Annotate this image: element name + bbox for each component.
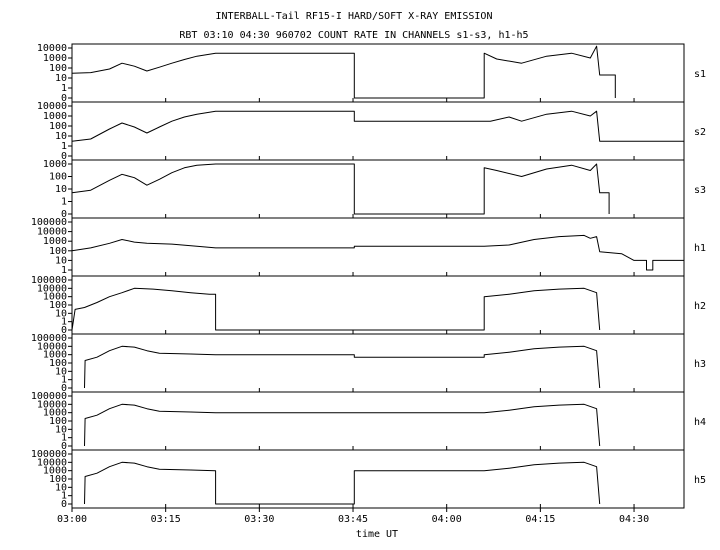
panel-frame: [71, 449, 685, 509]
series-s1: [71, 45, 616, 99]
y-tick-label-h1: 100000: [31, 217, 67, 228]
series-h3: [84, 345, 601, 389]
y-tick-label-h5: 1000: [43, 466, 67, 477]
y-tick-label-h2: 10000: [37, 283, 67, 294]
y-tick-label-s2: 10000: [37, 101, 67, 112]
y-tick-label-h3: 10000: [37, 341, 67, 352]
y-tick-label-h4: 10000: [37, 399, 67, 410]
y-tick-label-s2: 1: [61, 141, 67, 152]
x-tick-label: 04:15: [525, 514, 555, 525]
y-tick-label-h2: 1: [61, 317, 67, 328]
y-tick-label-s1: 10: [55, 73, 67, 84]
panel-frame: [71, 101, 685, 161]
y-tick-label-s1: 10000: [37, 43, 67, 54]
x-tick-label: 04:00: [432, 514, 462, 525]
y-tick-label-h3: 100000: [31, 333, 67, 344]
y-tick-label-s2: 1000: [43, 111, 67, 122]
x-tick-label: 03:00: [57, 514, 87, 525]
y-tick-label-h1: 10: [55, 255, 67, 266]
series-h1: [71, 234, 684, 271]
y-tick-label-h1: 100: [49, 246, 67, 257]
y-tick-label-h5: 100000: [31, 449, 67, 460]
y-tick-label-h3: 0: [61, 383, 67, 394]
chart-title: INTERBALL-Tail RF15-I HARD/SOFT X-RAY EM…: [216, 11, 493, 22]
panel-stack: 1000010001001010s11000010001001010s21000…: [31, 43, 706, 510]
channel-label-s2: s2: [694, 127, 706, 138]
y-tick-label-h5: 10000: [37, 457, 67, 468]
panel-frame: [71, 275, 685, 335]
y-tick-label-s3: 1000: [43, 159, 67, 170]
y-tick-label-s3: 0: [61, 209, 67, 220]
y-tick-label-h4: 10: [55, 424, 67, 435]
x-tick-label: 03:45: [338, 514, 368, 525]
y-tick-label-h2: 100000: [31, 275, 67, 286]
y-tick-label-s1: 1000: [43, 53, 67, 64]
y-tick-label-h3: 100: [49, 358, 67, 369]
panel-frame: [71, 333, 685, 393]
series-h5: [84, 461, 601, 505]
panel-frame: [71, 391, 685, 451]
y-tick-label-h5: 100: [49, 474, 67, 485]
channel-label-s1: s1: [694, 69, 706, 80]
y-tick-label-s1: 0: [61, 93, 67, 104]
y-tick-label-s2: 100: [49, 121, 67, 132]
y-tick-label-h2: 1000: [43, 292, 67, 303]
x-tick-label: 03:15: [151, 514, 181, 525]
panel-frame: [71, 217, 685, 277]
y-tick-label-h2: 100: [49, 300, 67, 311]
series-s3: [71, 163, 610, 215]
x-tick-label: 03:30: [244, 514, 274, 525]
y-tick-label-h1: 1000: [43, 236, 67, 247]
y-tick-label-s3: 100: [49, 172, 67, 183]
y-tick-label-h2: 10: [55, 308, 67, 319]
series-s2: [71, 110, 684, 142]
channel-label-h1: h1: [694, 243, 706, 254]
y-tick-label-h4: 100000: [31, 391, 67, 402]
x-tick-label: 04:30: [619, 514, 649, 525]
y-tick-label-h1: 10000: [37, 227, 67, 238]
y-tick-label-s2: 10: [55, 131, 67, 142]
y-tick-label-h4: 1: [61, 433, 67, 444]
chart-subtitle: RBT 03:10 04:30 960702 COUNT RATE IN CHA…: [179, 30, 528, 41]
y-tick-label-h4: 1000: [43, 408, 67, 419]
channel-label-h5: h5: [694, 475, 706, 486]
y-tick-label-h5: 0: [61, 499, 67, 510]
series-h4: [84, 403, 601, 447]
channel-label-h3: h3: [694, 359, 706, 370]
panel-frame: [71, 43, 685, 103]
y-tick-label-h3: 10: [55, 366, 67, 377]
y-tick-label-h5: 1: [61, 491, 67, 502]
series-h2: [71, 287, 601, 331]
channel-label-s3: s3: [694, 185, 706, 196]
y-tick-label-s3: 1: [61, 197, 67, 208]
x-axis-label: time UT: [356, 529, 398, 540]
y-tick-label-h4: 100: [49, 416, 67, 427]
y-tick-label-s3: 10: [55, 184, 67, 195]
y-tick-label-s1: 1: [61, 83, 67, 94]
y-tick-label-h4: 0: [61, 441, 67, 452]
y-tick-label-s1: 100: [49, 63, 67, 74]
y-tick-label-s2: 0: [61, 151, 67, 162]
time-axis: 03:00 03:15 03:30 03:45 04:00 04:15 04:30: [57, 508, 649, 525]
y-tick-label-h5: 10: [55, 482, 67, 493]
y-tick-label-h2: 0: [61, 325, 67, 336]
y-tick-label-h3: 1: [61, 375, 67, 386]
channel-label-h4: h4: [694, 417, 706, 428]
channel-label-h2: h2: [694, 301, 706, 312]
y-tick-label-h3: 1000: [43, 350, 67, 361]
y-tick-label-h1: 1: [61, 265, 67, 276]
